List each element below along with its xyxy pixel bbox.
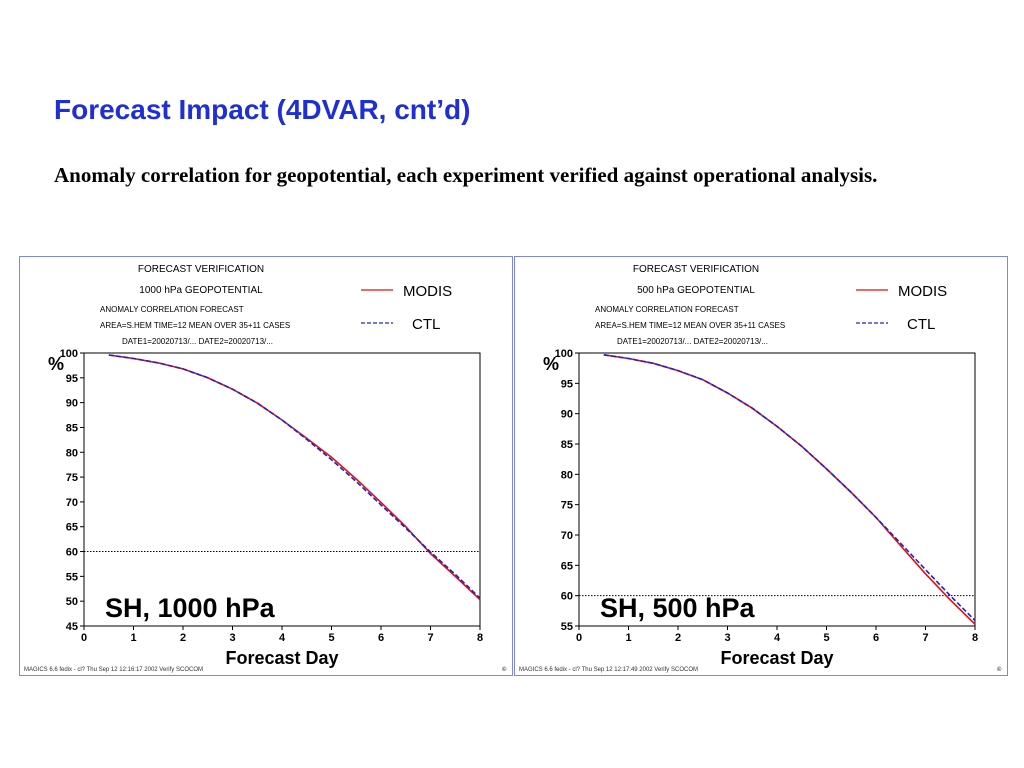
x-tick-label: 1 <box>625 632 631 644</box>
series-line-ctl <box>108 354 481 599</box>
x-tick-label: 8 <box>477 632 483 644</box>
y-tick-label: 50 <box>66 596 78 608</box>
slide-subtitle: Anomaly correlation for geopotential, ea… <box>54 163 878 187</box>
footer-logo-icon: © <box>997 666 1002 673</box>
y-tick-label: 85 <box>66 422 78 434</box>
chart-500hpa: FORECAST VERIFICATION 500 hPa GEOPOTENTIA… <box>519 264 1002 673</box>
legend-label-ctl: CTL <box>907 316 935 333</box>
y-tick-label: 80 <box>66 447 78 459</box>
y-tick-label: 95 <box>66 373 78 385</box>
chart-header-line-4: DATE1=20020713/... DATE2=20020713/... <box>122 337 273 346</box>
chart-header-line-2: ANOMALY CORRELATION FORECAST <box>100 305 244 314</box>
y-tick-label: 80 <box>561 469 573 481</box>
legend-label-modis: MODIS <box>898 283 947 300</box>
series-line-modis <box>108 354 481 601</box>
chart-header-line-1: 500 hPa GEOPOTENTIAL <box>637 285 755 296</box>
chart-header-line-0: FORECAST VERIFICATION <box>138 264 264 275</box>
y-tick-label: 55 <box>561 621 573 633</box>
x-tick-label: 6 <box>873 632 879 644</box>
x-tick-label: 2 <box>180 632 186 644</box>
chart-panel-1000hpa: FORECAST VERIFICATION 1000 hPa GEOPOTENTI… <box>19 256 513 676</box>
chart-header-line-3: AREA=S.HEM TIME=12 MEAN OVER 35+11 CASES <box>595 321 785 330</box>
legend-label-modis: MODIS <box>403 283 452 300</box>
x-tick-label: 5 <box>328 632 334 644</box>
slide-title: Forecast Impact (4DVAR, cnt’d) <box>54 94 471 125</box>
y-tick-label: 65 <box>66 522 78 534</box>
x-tick-label: 0 <box>81 632 87 644</box>
y-axis-label: % <box>543 354 559 374</box>
y-tick-label: 100 <box>555 348 573 360</box>
chart-header-line-1: 1000 hPa GEOPOTENTIAL <box>139 285 263 296</box>
y-tick-label: 70 <box>66 497 78 509</box>
x-axis-label: Forecast Day <box>225 648 338 668</box>
series-line-ctl <box>603 354 976 622</box>
x-tick-label: 3 <box>724 632 730 644</box>
y-tick-label: 60 <box>561 591 573 603</box>
y-tick-label: 90 <box>561 409 573 421</box>
x-tick-label: 8 <box>972 632 978 644</box>
x-tick-label: 3 <box>229 632 235 644</box>
plot-frame <box>83 352 481 627</box>
x-tick-label: 2 <box>675 632 681 644</box>
y-tick-label: 60 <box>66 547 78 559</box>
y-tick-label: 95 <box>561 378 573 390</box>
footer-text: MAGICS 6.6 fedix - cl? Thu Sep 12 12:17:… <box>519 667 698 673</box>
y-tick-label: 65 <box>561 560 573 572</box>
plot-frame <box>578 352 976 627</box>
x-tick-label: 5 <box>823 632 829 644</box>
y-tick-label: 45 <box>66 621 78 633</box>
y-tick-label: 85 <box>561 439 573 451</box>
footer-text: MAGICS 6.6 fedix - cl? Thu Sep 12 12:16:… <box>24 667 203 673</box>
y-tick-label: 90 <box>66 398 78 410</box>
footer-logo-icon: © <box>502 666 507 673</box>
chart-panel-500hpa: FORECAST VERIFICATION 500 hPa GEOPOTENTIA… <box>514 256 1008 676</box>
y-tick-label: 55 <box>66 571 78 583</box>
x-axis-label: Forecast Day <box>720 648 833 668</box>
y-tick-label: 75 <box>66 472 78 484</box>
chart-header-line-4: DATE1=20020713/... DATE2=20020713/... <box>617 337 768 346</box>
x-tick-label: 1 <box>130 632 136 644</box>
series-line-modis <box>603 354 976 625</box>
legend-label-ctl: CTL <box>412 316 440 333</box>
x-tick-label: 7 <box>427 632 433 644</box>
y-axis-label: % <box>48 354 64 374</box>
chart-1000hpa: FORECAST VERIFICATION 1000 hPa GEOPOTENTI… <box>24 264 507 673</box>
chart-annotation: SH, 1000 hPa <box>105 593 276 623</box>
x-tick-label: 4 <box>279 632 286 644</box>
chart-header-line-0: FORECAST VERIFICATION <box>633 264 759 275</box>
y-tick-label: 100 <box>60 348 78 360</box>
x-tick-label: 7 <box>922 632 928 644</box>
y-tick-label: 70 <box>561 530 573 542</box>
x-tick-label: 4 <box>774 632 781 644</box>
chart-header-line-2: ANOMALY CORRELATION FORECAST <box>595 305 739 314</box>
x-tick-label: 0 <box>576 632 582 644</box>
y-tick-label: 75 <box>561 500 573 512</box>
chart-header-line-3: AREA=S.HEM TIME=12 MEAN OVER 35+11 CASES <box>100 321 290 330</box>
chart-annotation: SH, 500 hPa <box>600 593 756 623</box>
x-tick-label: 6 <box>378 632 384 644</box>
